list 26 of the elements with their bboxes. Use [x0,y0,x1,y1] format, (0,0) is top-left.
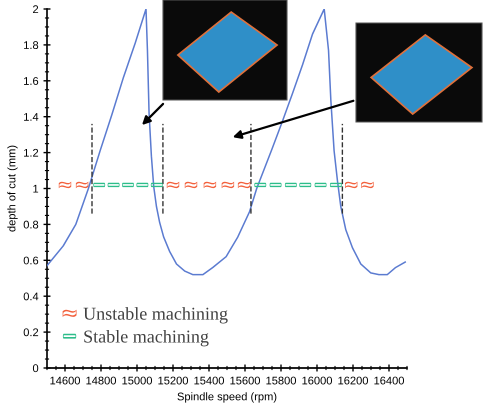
y-axis-title: depth of cut (mm) [7,146,18,232]
y-tick-label: 2 [33,5,38,14]
y-tick-label: 0.8 [24,220,38,229]
y-tick-label: 1.2 [24,148,38,157]
y-tick-label: 1.6 [24,77,38,85]
legend-label: Stable machining [84,330,209,346]
x-tick-label: 14600 [50,376,80,384]
x-tick-label: 16200 [338,376,368,384]
y-tick-label: 0 [32,364,38,372]
x-tick-label: 15400 [194,376,224,384]
x-tick-label: 15200 [158,376,188,384]
x-tick-label: 14800 [86,376,116,384]
x-tick-label: 15000 [122,376,152,384]
x-tick-label: 15600 [230,376,260,384]
y-tick-label: 1 [33,184,38,193]
legend-label: Unstable machining [83,307,228,324]
line-series [47,9,406,276]
x-tick-label: 16000 [302,376,332,384]
y-tick-label: 0.4 [24,292,38,300]
x-tick-label: 16400 [374,376,404,384]
y-tick-label: 0.6 [24,256,38,264]
y-tick-label: 1.8 [24,41,38,50]
y-tick-label: 1.4 [24,113,38,121]
x-tick-label: 15800 [266,376,296,384]
y-tick-label: 0.2 [24,328,38,336]
x-axis-title: Spindle speed (rpm) [177,392,276,403]
